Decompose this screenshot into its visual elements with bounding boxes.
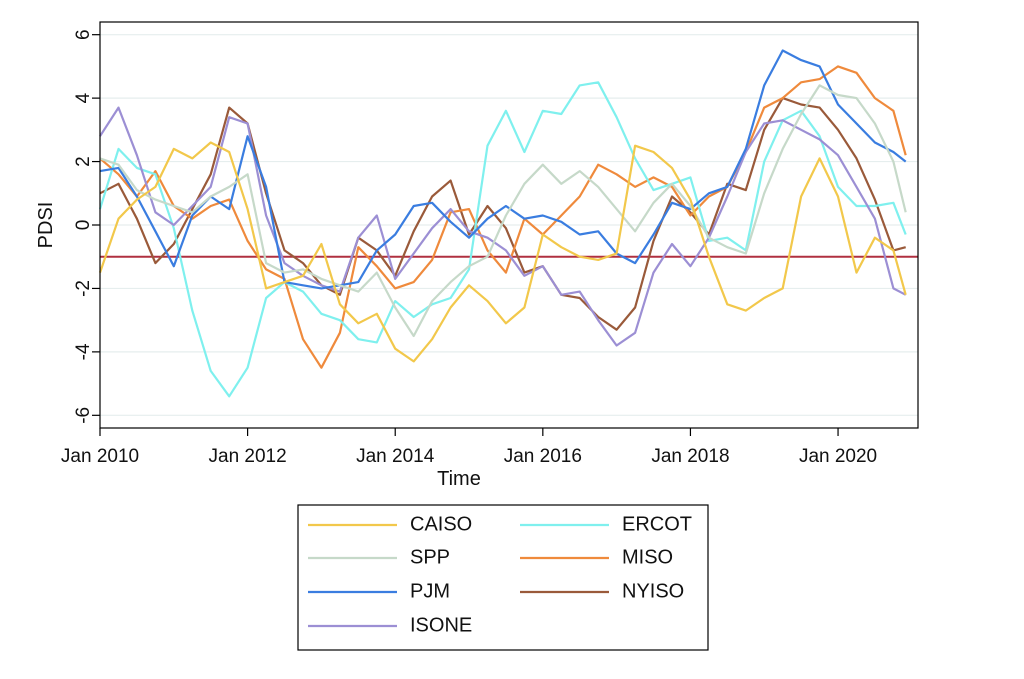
legend-label-isone: ISONE xyxy=(410,614,472,636)
y-tick-label: 0 xyxy=(73,220,94,231)
series-line-miso xyxy=(99,65,907,369)
y-tick-label: 2 xyxy=(73,156,94,167)
legend-label-caiso: CAISO xyxy=(410,513,472,535)
x-tick-label: Jan 2020 xyxy=(799,446,877,467)
series-line-ercot xyxy=(98,81,907,398)
x-tick-label: Jan 2016 xyxy=(504,446,582,467)
y-axis-title: PDSI xyxy=(35,202,57,249)
legend-label-miso: MISO xyxy=(622,546,673,568)
series-lines xyxy=(98,49,907,398)
x-tick-label: Jan 2010 xyxy=(61,446,139,467)
series-line-nyiso xyxy=(99,96,906,331)
legend-label-nyiso: NYISO xyxy=(622,580,684,602)
x-axis: Jan 2010 Jan 2012 Jan 2014 Jan 2016 Jan 2018… xyxy=(61,428,877,467)
x-tick-label: Jan 2012 xyxy=(209,446,287,467)
series-line-pjm xyxy=(99,49,907,290)
x-axis-title: Time xyxy=(437,468,481,490)
y-tick-label: -2 xyxy=(73,280,94,297)
gridlines xyxy=(100,34,918,416)
legend-label-ercot: ERCOT xyxy=(622,513,692,535)
y-tick-label: 6 xyxy=(73,29,94,40)
series-line-caiso xyxy=(98,141,907,363)
legend-label-pjm: PJM xyxy=(410,580,450,602)
y-tick-label: -4 xyxy=(73,343,94,360)
x-tick-label: Jan 2014 xyxy=(356,446,435,467)
series-line-isone xyxy=(99,106,907,347)
y-tick-label: -6 xyxy=(73,407,94,424)
x-tick-label: Jan 2018 xyxy=(651,446,729,467)
series-line-spp xyxy=(99,84,907,338)
legend: CAISO SPP PJM ISONE ERCOT MISO NYISO xyxy=(297,504,709,651)
legend-label-spp: SPP xyxy=(410,546,450,568)
y-tick-label: 4 xyxy=(73,92,94,103)
y-axis: -6 -4 -2 0 2 4 6 xyxy=(73,29,100,424)
